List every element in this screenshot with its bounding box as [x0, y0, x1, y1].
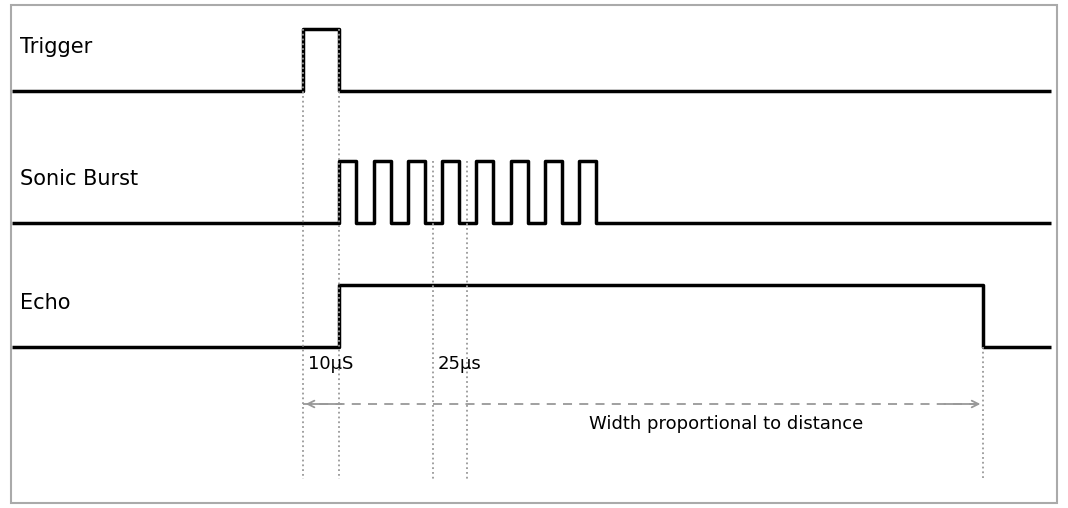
Text: Width proportional to distance: Width proportional to distance: [590, 415, 863, 433]
Text: Sonic Burst: Sonic Burst: [20, 169, 139, 189]
Text: Echo: Echo: [20, 293, 70, 312]
Text: 10μS: 10μS: [309, 356, 354, 373]
Text: Trigger: Trigger: [20, 37, 93, 57]
Text: 25μs: 25μs: [438, 356, 482, 373]
